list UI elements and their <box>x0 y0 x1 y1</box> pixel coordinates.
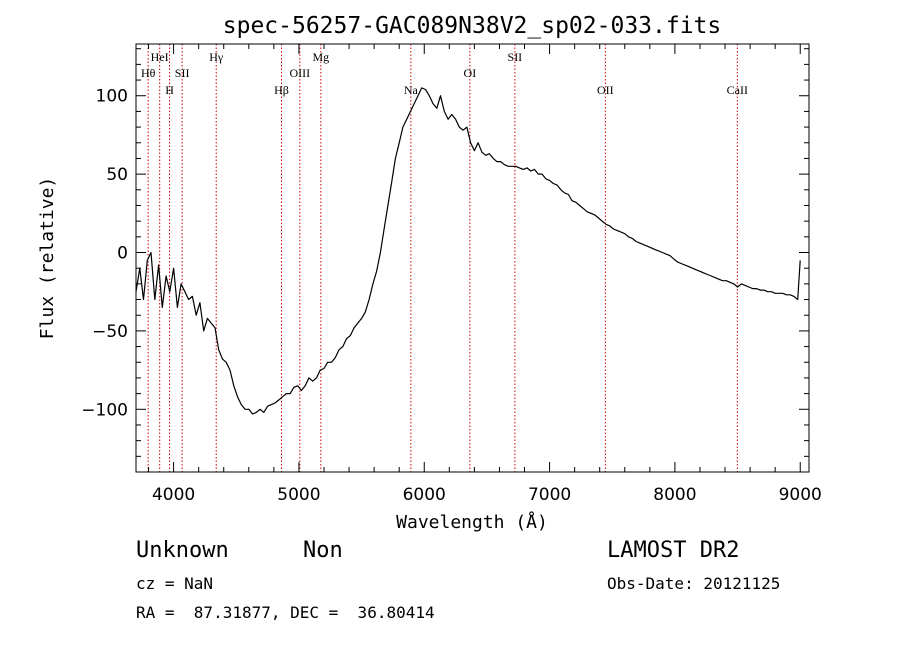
object-class: Unknown <box>136 538 229 563</box>
line-label: H <box>165 83 174 97</box>
axis-ticks: 4000 5000 6000 7000 8000 9000 −100 −50 0 50 100 <box>81 44 822 505</box>
observation-date: Obs-Date: 20121125 <box>607 574 781 593</box>
x-tick-label: 9000 <box>779 485 822 505</box>
x-tick-label: 8000 <box>653 485 696 505</box>
x-tick-label: 6000 <box>403 485 446 505</box>
line-label: Na <box>404 83 419 97</box>
y-tick-label: −50 <box>92 322 128 342</box>
line-label: HeI <box>151 50 169 64</box>
x-axis-label: Wavelength (Å) <box>396 511 548 533</box>
survey-name: LAMOST DR2 <box>607 538 740 563</box>
line-label: Hθ <box>141 66 156 80</box>
line-label: Hγ <box>209 50 224 64</box>
line-label: SII <box>508 50 523 64</box>
chart-title: spec-56257-GAC089N38V2_sp02-033.fits <box>223 13 722 39</box>
spectrum-series <box>135 87 801 415</box>
line-label: OI <box>464 66 477 80</box>
object-subclass: Non <box>303 538 343 563</box>
spectrum-line <box>135 87 801 415</box>
x-tick-label: 5000 <box>277 485 320 505</box>
y-tick-label: 0 <box>117 244 128 264</box>
ra-dec-coordinates: RA = 87.31877, DEC = 36.80414 <box>136 603 435 622</box>
plot-frame <box>135 43 810 473</box>
y-tick-label: 50 <box>106 165 128 185</box>
line-label: SII <box>175 66 190 80</box>
y-axis-label: Flux (relative) <box>37 177 58 340</box>
line-label: Mg <box>313 50 330 64</box>
x-tick-label: 7000 <box>528 485 571 505</box>
y-tick-label: −100 <box>81 400 128 420</box>
line-label: Hβ <box>274 83 289 97</box>
line-label: OII <box>597 83 614 97</box>
line-label: CaII <box>727 83 748 97</box>
y-tick-label: 100 <box>96 87 128 107</box>
redshift-cz: cz = NaN <box>136 574 214 593</box>
x-tick-label: 4000 <box>152 485 195 505</box>
line-label: OIII <box>289 66 310 80</box>
